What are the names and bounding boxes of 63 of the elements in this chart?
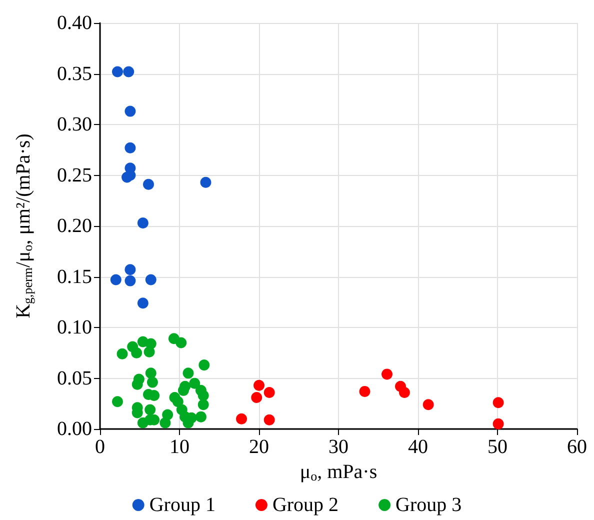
legend-label: Group 2 <box>272 494 339 516</box>
point <box>112 66 123 78</box>
x-tick-label: 0 <box>95 436 105 458</box>
point <box>146 376 158 388</box>
point <box>422 399 434 410</box>
point <box>124 264 136 276</box>
point <box>145 368 156 379</box>
legend-label: Group 3 <box>396 494 462 516</box>
point <box>124 106 136 117</box>
point <box>198 360 210 371</box>
point <box>359 386 370 397</box>
point <box>124 142 136 154</box>
x-tick-label: 50 <box>488 436 508 458</box>
y-tick-label: 0.10 <box>57 316 92 338</box>
point <box>264 414 275 426</box>
point <box>195 411 206 422</box>
point <box>112 396 123 408</box>
y-tick-label: 0.15 <box>57 266 92 288</box>
point <box>122 172 133 183</box>
legend-label: Group 1 <box>149 494 216 516</box>
point <box>198 390 209 401</box>
point <box>236 413 248 424</box>
point <box>144 404 156 416</box>
x-axis-title: μo, mPa·s <box>300 460 378 484</box>
x-tick-label: 20 <box>249 436 269 458</box>
point <box>137 217 148 228</box>
point <box>123 66 134 78</box>
point <box>137 298 148 309</box>
point <box>160 417 171 428</box>
point <box>116 348 128 360</box>
point <box>264 386 275 398</box>
point <box>143 178 154 190</box>
point <box>398 386 410 398</box>
y-tick-label: 0.00 <box>57 418 92 440</box>
point <box>144 346 155 358</box>
point <box>131 347 142 358</box>
point <box>110 274 122 286</box>
point <box>251 392 262 404</box>
point <box>172 396 184 408</box>
point <box>182 368 194 379</box>
x-tick-label: 40 <box>408 436 428 458</box>
point <box>254 380 264 391</box>
point <box>124 275 136 286</box>
point <box>382 368 392 380</box>
y-tick-label: 0.25 <box>57 164 92 186</box>
point <box>178 384 189 396</box>
x-tick-label: 60 <box>567 436 587 458</box>
point <box>148 390 160 401</box>
point <box>492 418 504 430</box>
y-tick-label: 0.05 <box>57 367 92 390</box>
point <box>492 397 504 408</box>
y-tick-label: 0.30 <box>57 114 92 136</box>
point <box>145 274 156 286</box>
point <box>132 378 143 390</box>
point <box>176 337 187 348</box>
y-axis-title: Kg,perm/μo, μm²/(mPa·s) <box>12 134 35 318</box>
x-tick-label: 30 <box>328 436 348 458</box>
y-tick-label: 0.20 <box>57 215 92 237</box>
y-tick-label: 0.35 <box>57 62 92 85</box>
point <box>200 176 212 188</box>
point <box>198 399 209 410</box>
x-tick-label: 10 <box>170 436 190 458</box>
y-tick-label: 0.40 <box>57 12 92 34</box>
